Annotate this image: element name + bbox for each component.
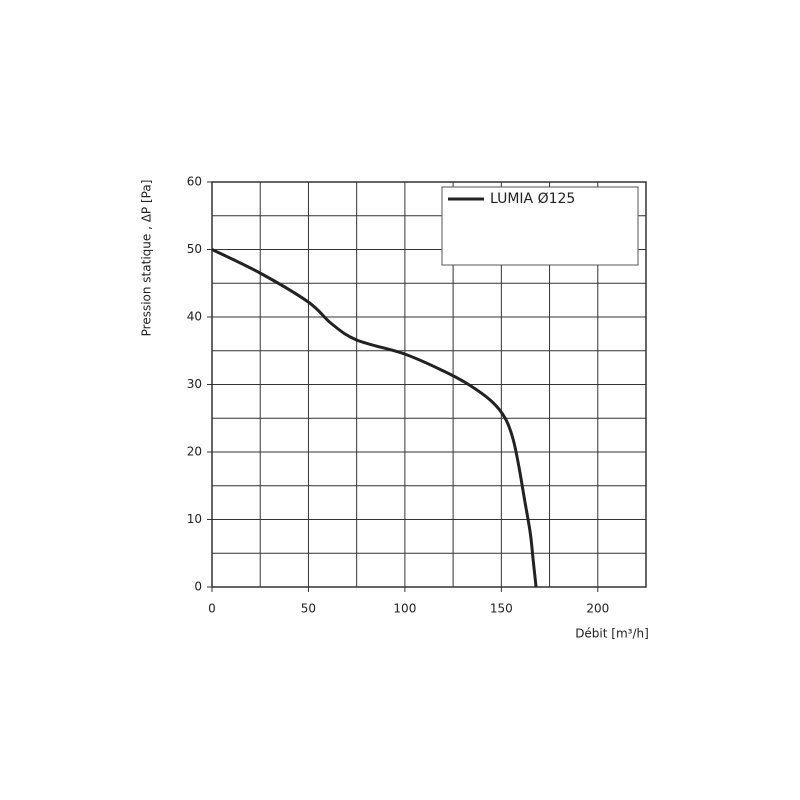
y-tick-label: 40 (187, 310, 202, 324)
y-tick-label: 0 (194, 580, 202, 594)
x-tick-label: 50 (301, 602, 316, 616)
x-axis-label: Débit [m³/h] (575, 627, 649, 641)
x-tick-label: 0 (208, 602, 216, 616)
y-tick-label: 30 (187, 377, 202, 391)
x-tick-label: 100 (393, 602, 416, 616)
x-tick-label: 150 (490, 602, 513, 616)
y-tick-label: 10 (187, 512, 202, 526)
plot-frame (211, 181, 647, 588)
y-tick-label: 50 (187, 242, 202, 256)
y-tick-label: 60 (187, 175, 202, 189)
legend-label: LUMIA Ø125 (490, 191, 575, 207)
y-tick-label: 20 (187, 445, 202, 459)
y-axis-label: Pression statique , ΔP [Pa] (140, 180, 154, 337)
series-line (211, 248, 538, 588)
x-tick-label: 200 (586, 602, 609, 616)
